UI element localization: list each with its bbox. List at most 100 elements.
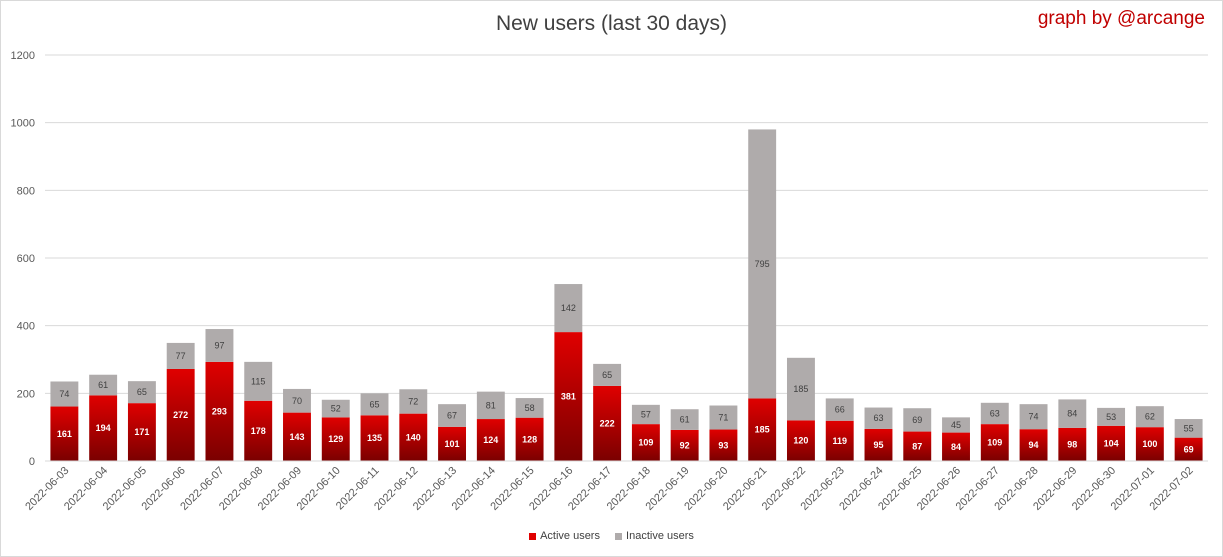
bar-inactive	[1058, 399, 1087, 428]
bar-inactive	[554, 284, 583, 333]
data-label-active: 94	[1029, 440, 1039, 450]
data-label-inactive: 65	[137, 387, 147, 397]
bar-inactive	[127, 381, 156, 404]
data-label-active: 222	[600, 418, 615, 428]
bar-inactive	[825, 398, 854, 421]
bar-active	[283, 412, 311, 461]
data-label-active: 92	[680, 440, 690, 450]
bar-active	[1097, 425, 1126, 461]
y-axis: 0 200 400 600 800 1000 1200	[11, 50, 35, 468]
legend: Active users Inactive users	[0, 530, 1223, 543]
bar-active	[360, 415, 389, 461]
data-label-inactive: 84	[1067, 409, 1077, 419]
data-label-inactive: 45	[951, 420, 961, 430]
bar-inactive	[321, 399, 350, 418]
bar-inactive	[244, 361, 273, 401]
bar-active	[825, 420, 854, 461]
data-label-inactive: 81	[486, 400, 496, 410]
y-tick-label: 1000	[11, 118, 35, 130]
bar-active	[864, 428, 893, 461]
data-label-active: 381	[561, 392, 576, 402]
y-tick-label: 800	[17, 185, 35, 197]
data-label-inactive: 74	[59, 389, 69, 399]
bar-inactive	[399, 389, 428, 414]
data-label-inactive: 52	[331, 404, 341, 414]
data-label-inactive: 55	[1184, 423, 1194, 433]
bar-inactive	[283, 388, 311, 413]
bar-active	[1174, 437, 1203, 461]
data-label-active: 69	[1184, 444, 1194, 454]
bar-active	[321, 417, 350, 461]
bar-active	[709, 429, 738, 461]
bar-inactive	[1174, 419, 1203, 438]
data-label-inactive: 142	[561, 303, 576, 313]
data-label-active: 87	[912, 441, 922, 451]
data-label-active: 124	[483, 435, 498, 445]
legend-item-active: Active users	[529, 530, 600, 542]
bar-inactive	[438, 404, 467, 427]
data-label-active: 161	[57, 429, 72, 439]
data-label-active: 194	[96, 423, 111, 433]
bar-active	[903, 431, 932, 461]
bar-inactive	[980, 402, 1009, 425]
data-label-inactive: 77	[176, 351, 186, 361]
data-label-inactive: 63	[873, 413, 883, 423]
bar-active	[1135, 427, 1164, 461]
data-label-inactive: 61	[98, 380, 108, 390]
data-label-active: 143	[289, 432, 304, 442]
bars	[50, 129, 1203, 461]
bar-active	[593, 385, 622, 461]
bar-active	[670, 429, 699, 461]
bar-active	[942, 432, 970, 461]
bar-active	[1019, 429, 1048, 461]
bar-inactive	[903, 408, 932, 432]
data-label-active: 129	[328, 434, 343, 444]
bar-active	[205, 361, 234, 461]
x-axis: 2022-06-032022-06-042022-06-052022-06-06…	[23, 460, 1208, 513]
data-label-active: 93	[718, 440, 728, 450]
y-tick-label: 600	[17, 253, 35, 265]
data-label-active: 185	[755, 425, 770, 435]
bar-inactive	[166, 342, 195, 369]
chart-title: New users (last 30 days)	[495, 12, 728, 35]
data-label-active: 104	[1104, 438, 1119, 448]
bar-inactive	[89, 374, 118, 396]
data-label-inactive: 97	[214, 340, 224, 350]
bar-inactive	[748, 129, 777, 399]
data-label-active: 109	[987, 438, 1002, 448]
data-label-inactive: 53	[1106, 412, 1116, 422]
bar-inactive	[786, 357, 815, 421]
data-label-active: 84	[951, 442, 961, 452]
bar-inactive	[631, 404, 660, 425]
bar-active	[89, 395, 118, 461]
data-label-inactive: 71	[718, 413, 728, 423]
data-label-inactive: 61	[680, 415, 690, 425]
bar-active	[748, 398, 777, 461]
bar-active	[50, 406, 79, 461]
data-label-active: 293	[212, 406, 227, 416]
data-label-active: 140	[406, 432, 421, 442]
data-label-inactive: 66	[835, 405, 845, 415]
data-label-active: 272	[173, 410, 188, 420]
data-label-inactive: 65	[602, 370, 612, 380]
y-tick-label: 400	[17, 321, 35, 333]
data-labels: 161 74 194 61 171 65 272 77 293 97 178 115 143 70 129 5…	[57, 259, 1194, 454]
bar-active	[127, 403, 156, 461]
bar-active	[631, 424, 660, 461]
bar-active	[554, 332, 583, 461]
bar-inactive	[205, 329, 234, 362]
data-label-active: 178	[251, 426, 266, 436]
credit-label: graph by @arcange	[1037, 8, 1205, 29]
data-label-active: 135	[367, 433, 382, 443]
data-label-inactive: 72	[408, 396, 418, 406]
bar-inactive	[1019, 404, 1048, 430]
data-label-active: 171	[134, 427, 149, 437]
bar-inactive	[593, 363, 622, 386]
data-label-inactive: 795	[755, 259, 770, 269]
data-label-inactive: 65	[370, 399, 380, 409]
legend-item-inactive: Inactive users	[615, 530, 694, 542]
bar-inactive	[942, 417, 970, 433]
bar-inactive	[476, 391, 505, 420]
data-label-active: 95	[873, 440, 883, 450]
